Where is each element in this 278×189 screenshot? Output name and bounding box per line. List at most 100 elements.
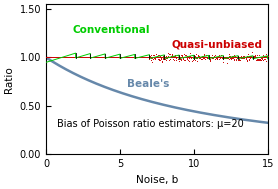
Point xyxy=(190,59,195,62)
Point xyxy=(225,57,229,60)
Point xyxy=(152,56,156,59)
Point xyxy=(171,55,176,58)
Point xyxy=(229,58,234,61)
Point xyxy=(252,55,257,58)
Point xyxy=(220,57,224,60)
Point xyxy=(174,58,178,61)
Point xyxy=(214,57,219,60)
Point xyxy=(221,58,226,61)
Point xyxy=(238,56,242,59)
Point xyxy=(240,57,245,60)
Point xyxy=(159,56,163,59)
Point xyxy=(252,57,256,60)
Point xyxy=(242,56,247,59)
Point xyxy=(151,57,156,60)
Point xyxy=(211,56,216,59)
Text: Quasi-unbiased: Quasi-unbiased xyxy=(172,40,263,50)
Point xyxy=(248,56,252,59)
Point xyxy=(175,56,179,59)
Point xyxy=(165,56,170,59)
Point xyxy=(166,55,170,58)
Point xyxy=(224,56,228,59)
Y-axis label: Ratio: Ratio xyxy=(4,66,14,93)
Point xyxy=(193,56,197,59)
Point xyxy=(226,55,231,58)
Point xyxy=(224,62,229,65)
Point xyxy=(178,59,183,62)
Point xyxy=(163,57,168,60)
Point xyxy=(183,54,187,57)
Point xyxy=(212,55,217,58)
Point xyxy=(216,56,220,59)
Point xyxy=(262,56,266,59)
Point xyxy=(235,57,239,60)
Point xyxy=(255,53,259,57)
Point xyxy=(255,57,260,60)
Point xyxy=(150,57,155,60)
Point xyxy=(234,57,238,60)
Point xyxy=(157,57,162,60)
Point xyxy=(154,54,159,57)
Point xyxy=(153,57,158,60)
Point xyxy=(204,55,208,58)
Point xyxy=(259,57,264,60)
Point xyxy=(201,55,205,58)
Point xyxy=(163,56,167,59)
Point xyxy=(177,54,181,57)
Point xyxy=(254,58,259,61)
Point xyxy=(186,55,190,58)
Point xyxy=(230,56,234,59)
Point xyxy=(203,57,207,60)
Point xyxy=(260,57,264,60)
Point xyxy=(242,56,246,59)
Point xyxy=(153,52,158,55)
Point xyxy=(215,56,219,59)
Point xyxy=(260,59,265,62)
Point xyxy=(207,56,211,59)
Point xyxy=(196,53,201,56)
Point xyxy=(231,57,235,60)
Point xyxy=(176,58,180,61)
Point xyxy=(216,55,220,58)
Point xyxy=(183,58,188,61)
Point xyxy=(187,59,192,62)
Point xyxy=(218,56,222,59)
Point xyxy=(226,56,230,59)
Point xyxy=(238,59,243,62)
Point xyxy=(171,54,175,57)
Point xyxy=(255,58,260,61)
Point xyxy=(213,58,218,61)
Point xyxy=(182,56,187,59)
Point xyxy=(236,58,241,61)
Point xyxy=(178,57,183,60)
Point xyxy=(152,57,157,60)
Point xyxy=(222,57,226,60)
Point xyxy=(244,57,249,60)
Point xyxy=(256,54,261,57)
Point xyxy=(248,55,252,58)
Point xyxy=(214,56,218,59)
Point xyxy=(233,55,237,58)
Point xyxy=(200,55,204,58)
Point xyxy=(199,58,203,61)
Point xyxy=(232,57,236,60)
Point xyxy=(171,57,175,60)
Point xyxy=(188,55,192,58)
Point xyxy=(219,53,223,57)
Point xyxy=(243,56,247,59)
Point xyxy=(148,59,153,62)
Point xyxy=(224,56,228,59)
Point xyxy=(242,55,247,58)
Point xyxy=(187,55,191,58)
Point xyxy=(160,57,165,60)
Point xyxy=(170,53,175,56)
Point xyxy=(164,57,168,60)
Point xyxy=(222,56,227,59)
Point xyxy=(217,55,221,58)
Point xyxy=(241,55,246,58)
Point xyxy=(172,55,176,58)
Point xyxy=(216,53,221,57)
Point xyxy=(175,57,180,60)
Point xyxy=(162,57,167,60)
Point xyxy=(249,55,253,58)
